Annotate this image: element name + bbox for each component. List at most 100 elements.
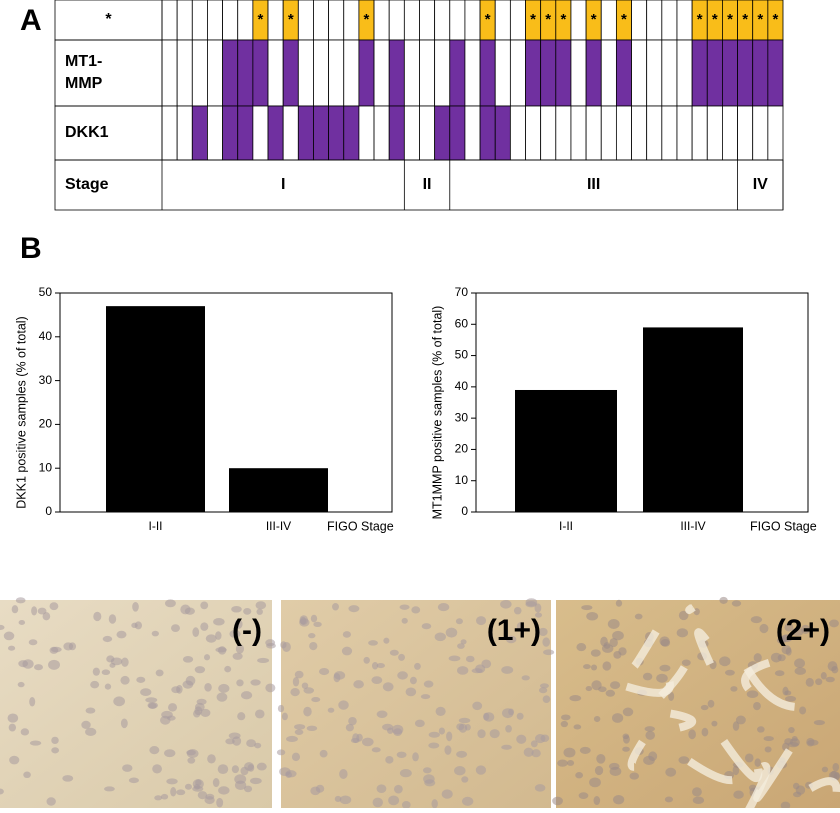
grid-cell <box>237 0 254 41</box>
nucleus <box>411 606 421 614</box>
nucleus <box>829 619 839 628</box>
grid-cell <box>237 39 254 107</box>
nucleus <box>308 633 316 639</box>
nucleus <box>301 682 309 689</box>
grid-cell <box>252 39 269 107</box>
nucleus <box>460 639 467 645</box>
grid-cell <box>600 0 617 41</box>
nucleus <box>319 749 328 758</box>
grid-cell <box>419 39 436 107</box>
nucleus <box>462 796 474 806</box>
nucleus <box>643 755 655 765</box>
nucleus <box>108 614 117 624</box>
stroma <box>694 628 714 666</box>
nucleus <box>17 681 25 688</box>
grid-cell <box>479 105 496 161</box>
nucleus <box>0 624 5 630</box>
nucleus <box>234 774 247 785</box>
nucleus <box>423 774 435 784</box>
grid-cell <box>540 39 557 107</box>
nucleus <box>23 771 31 779</box>
nucleus <box>612 794 625 805</box>
grid-cell <box>479 39 496 107</box>
nucleus <box>719 596 728 604</box>
nucleus <box>590 649 601 657</box>
grid-cell <box>252 105 269 161</box>
nucleus <box>596 754 606 764</box>
grid-cell <box>282 39 299 107</box>
nucleus <box>200 601 209 610</box>
nucleus <box>225 738 235 745</box>
nucleus <box>154 795 163 801</box>
nucleus <box>0 788 4 795</box>
nucleus <box>700 704 709 711</box>
nucleus <box>218 786 230 795</box>
grid-cell <box>494 0 511 41</box>
nucleus <box>356 733 363 742</box>
grid-cell <box>328 39 345 107</box>
grid-cell <box>570 39 587 107</box>
grid-cell <box>676 39 693 107</box>
nucleus <box>557 759 568 767</box>
stage-row <box>54 159 784 211</box>
nucleus <box>334 795 342 803</box>
grid-cell <box>555 39 572 107</box>
grid-cell <box>600 39 617 107</box>
grid-cell <box>297 105 314 161</box>
nucleus <box>414 662 421 670</box>
grid-cell <box>570 105 587 161</box>
asterisk: * <box>560 11 566 28</box>
nucleus <box>611 713 624 723</box>
nucleus <box>753 701 761 711</box>
nucleus <box>656 673 668 683</box>
nucleus <box>37 607 47 615</box>
grid-cell <box>222 0 239 41</box>
grid-cell <box>434 39 451 107</box>
nucleus <box>164 599 176 608</box>
nucleus <box>132 602 139 612</box>
grid-cell <box>570 0 587 41</box>
nucleus <box>456 666 469 675</box>
nucleus <box>787 741 799 748</box>
nucleus <box>339 795 352 805</box>
stroma <box>808 777 840 793</box>
grid-cell <box>419 105 436 161</box>
grid-cell <box>509 0 526 41</box>
nucleus <box>371 747 381 753</box>
nucleus <box>11 605 19 614</box>
nucleus <box>622 707 634 717</box>
nucleus <box>735 715 746 725</box>
nucleus <box>281 712 288 721</box>
nucleus <box>566 760 575 766</box>
nucleus <box>382 723 394 731</box>
nucleus <box>136 676 146 683</box>
nucleus <box>18 660 28 668</box>
nucleus <box>612 630 624 641</box>
nucleus <box>28 639 38 646</box>
nucleus <box>552 796 563 806</box>
grid-cell <box>176 105 193 161</box>
nucleus <box>423 680 434 688</box>
nucleus <box>215 631 222 640</box>
nucleus <box>821 766 829 773</box>
nucleus <box>483 712 495 722</box>
grid-cell <box>706 105 723 161</box>
nucleus <box>763 736 774 742</box>
nucleus <box>501 744 512 750</box>
nucleus <box>397 671 408 680</box>
grid-cell <box>176 39 193 107</box>
nucleus <box>167 715 176 721</box>
nucleus <box>513 606 522 615</box>
y-tick-label: 10 <box>39 460 53 474</box>
nucleus <box>385 755 394 764</box>
nucleus <box>750 616 763 624</box>
nucleus <box>456 723 465 731</box>
nucleus <box>382 682 394 692</box>
grid-cell <box>434 0 451 41</box>
stroma <box>743 761 771 813</box>
grid-cell <box>373 39 390 107</box>
grid-cell <box>358 105 375 161</box>
nucleus <box>794 658 806 668</box>
nucleus <box>399 604 410 610</box>
nucleus <box>20 728 30 736</box>
